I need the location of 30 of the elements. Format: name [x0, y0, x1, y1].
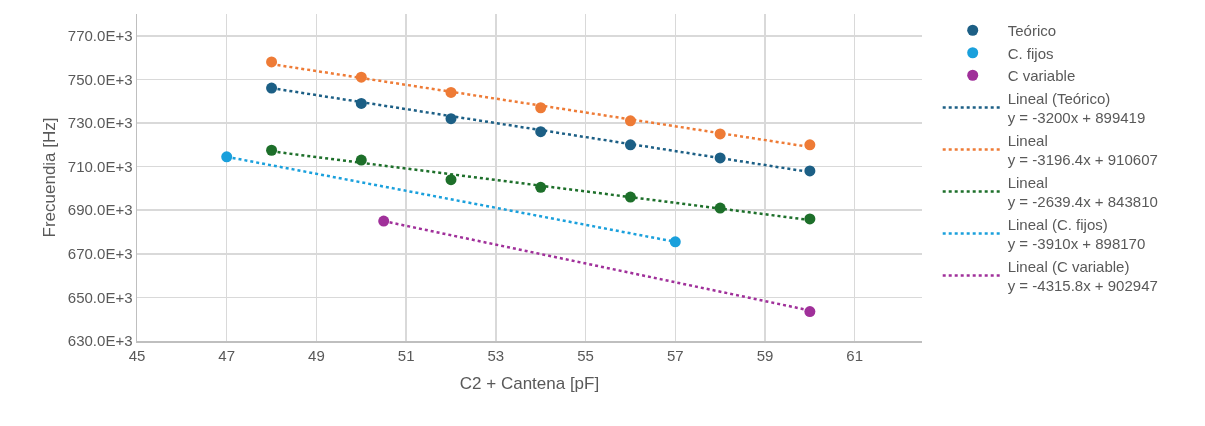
- y-axis-title: Frecuendia [Hz]: [39, 117, 59, 238]
- x-tick-label: 59: [756, 346, 774, 364]
- legend-label: Lineal (C. fijos) y = -3910x + 898170: [1007, 215, 1146, 253]
- y-tick-label: 690.0E+3: [67, 201, 133, 219]
- point: [266, 144, 278, 156]
- y-tick-label: 730.0E+3: [67, 114, 133, 132]
- x-tick-label: 51: [397, 346, 415, 364]
- y-tick-label: 670.0E+3: [67, 245, 133, 263]
- legend-label: Lineal y = -2639.4x + 843810: [1007, 173, 1158, 211]
- x-tick-label: 47: [218, 346, 236, 364]
- x-tick-label: 49: [308, 346, 325, 364]
- x-tick-label: 61: [846, 346, 864, 364]
- legend-label: Lineal (Teórico) y = -3200x + 899419: [1007, 89, 1146, 127]
- x-axis-title: C2 + Cantena [pF]: [459, 373, 600, 393]
- point: [669, 236, 681, 248]
- y-tick-label: 650.0E+3: [67, 288, 133, 306]
- legend-label: C. fijos: [1007, 44, 1054, 62]
- y-tick-label: 750.0E+3: [67, 70, 133, 88]
- point: [221, 151, 233, 163]
- legend-label: Lineal y = -3196.4x + 910607: [1007, 131, 1158, 169]
- x-tick-label: 57: [666, 346, 684, 364]
- x-tick-label: 53: [487, 346, 505, 364]
- y-tick-label: 770.0E+3: [67, 27, 133, 45]
- point: [804, 306, 816, 318]
- y-tick-label: 710.0E+3: [67, 157, 133, 175]
- x-tick-label: 55: [577, 346, 594, 364]
- point: [445, 174, 457, 186]
- legend-label: Lineal (C variable) y = -4315.8x + 902947: [1007, 257, 1158, 295]
- legend-label: Teórico: [1007, 22, 1057, 40]
- legend-label: C variable: [1007, 67, 1076, 85]
